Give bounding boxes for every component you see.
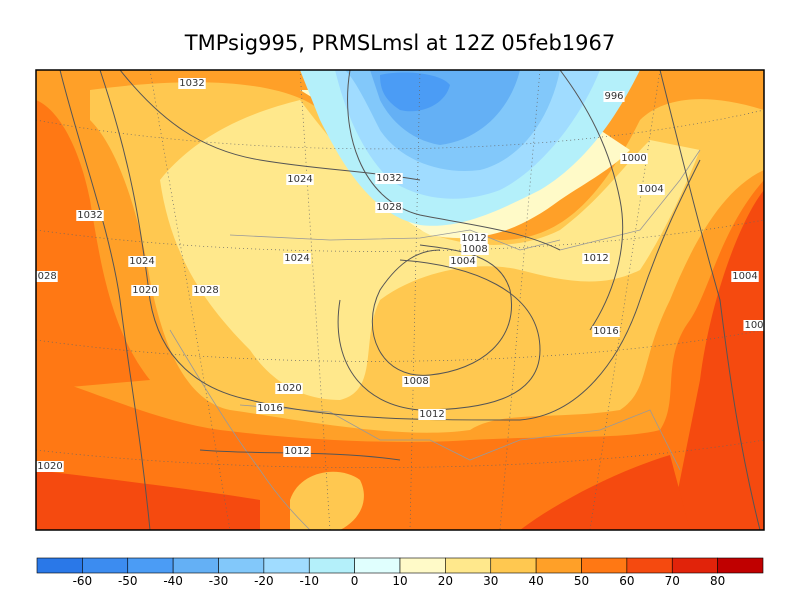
label-box <box>449 256 477 267</box>
label-box <box>131 285 159 296</box>
colorbar-box <box>717 557 764 574</box>
colorbar-box <box>535 557 582 574</box>
contour-label: 1004 <box>450 256 475 267</box>
contour-label: 1028 <box>31 271 56 282</box>
colorbar-tick-label: -50 <box>118 574 138 588</box>
label-box <box>283 253 311 264</box>
contour-label: 1028 <box>193 285 218 296</box>
contour-label: 100 <box>744 320 763 331</box>
label-box <box>460 233 488 244</box>
colorbar-box <box>399 557 446 574</box>
temp-shade <box>380 72 450 112</box>
label-box <box>731 271 759 282</box>
contour-label: 1012 <box>583 253 608 264</box>
colorbar-tick-label: 50 <box>574 574 589 588</box>
label-box <box>76 210 104 221</box>
label-box <box>178 78 206 89</box>
colorbar-box <box>82 557 129 574</box>
temp-shade <box>300 90 630 239</box>
colorbar-tick-label: -60 <box>73 574 93 588</box>
label-box <box>375 173 403 184</box>
colorbar-box <box>626 557 673 574</box>
colorbar-tick-label: -20 <box>254 574 274 588</box>
contour-label: 1024 <box>287 174 312 185</box>
contour-label: 996 <box>604 91 623 102</box>
colorbar-tick-label: 10 <box>392 574 407 588</box>
contour-label: 1020 <box>132 285 157 296</box>
colorbar-tick-label: -30 <box>209 574 229 588</box>
colorbar-tick-label: 0 <box>351 574 359 588</box>
colorbar-box <box>671 557 718 574</box>
label-box <box>402 376 430 387</box>
contour-label: 1008 <box>462 244 487 255</box>
temp-shade <box>290 471 364 530</box>
label-box <box>637 184 665 195</box>
contour-label: 1024 <box>129 256 154 267</box>
colorbar-tick-label: -10 <box>299 574 319 588</box>
colorbar-box <box>127 557 174 574</box>
label-box <box>128 256 156 267</box>
colorbar-tick-label: 40 <box>528 574 543 588</box>
label-box <box>375 202 403 213</box>
colorbar-box <box>581 557 628 574</box>
contour-label: 1000 <box>621 153 646 164</box>
colorbar-tick-label: 20 <box>438 574 453 588</box>
colorbar-box <box>308 557 355 574</box>
colorbar-box <box>445 557 492 574</box>
label-box <box>603 91 625 102</box>
colorbar-box <box>36 557 83 574</box>
label-box <box>418 409 446 420</box>
contour-label: 1020 <box>37 461 62 472</box>
contour-label: 1008 <box>403 376 428 387</box>
temp-shade <box>36 180 764 530</box>
contour-label: 1016 <box>257 403 282 414</box>
colorbar-tick-label: 30 <box>483 574 498 588</box>
label-box <box>592 326 620 337</box>
contour-label: 1028 <box>376 202 401 213</box>
colorbar-box <box>172 557 219 574</box>
label-box <box>256 403 284 414</box>
colorbar-box <box>263 557 310 574</box>
temp-shade <box>36 470 260 530</box>
contour-labels: 1032 996 1000 1004 1024 1032 1028 1032 1… <box>31 78 764 472</box>
map-title: TMPsig995, PRMSLmsl at 12Z 05feb1967 <box>184 31 615 55</box>
label-box <box>582 253 610 264</box>
label-box <box>620 153 648 164</box>
contour-label: 1016 <box>593 326 618 337</box>
contour-label: 1032 <box>376 173 401 184</box>
map-area: 1032 996 1000 1004 1024 1032 1028 1032 1… <box>31 70 764 530</box>
temp-shade <box>36 100 150 390</box>
label-box <box>36 271 58 282</box>
map-frame <box>35 69 765 531</box>
colorbar-box <box>354 557 401 574</box>
colorbar-box <box>218 557 265 574</box>
temp-shade <box>520 455 690 530</box>
label-box <box>286 174 314 185</box>
contour-label: 1012 <box>419 409 444 420</box>
contour-label: 1024 <box>284 253 309 264</box>
label-box <box>743 320 764 331</box>
contour-label: 1032 <box>77 210 102 221</box>
label-box <box>36 461 64 472</box>
label-box <box>283 446 311 457</box>
colorbar-tick-label: 70 <box>665 574 680 588</box>
colorbar-tick-label: 60 <box>619 574 634 588</box>
borders <box>169 149 701 530</box>
contour-label: 1012 <box>461 233 486 244</box>
contour-label: 1004 <box>732 271 757 282</box>
contour-label: 1004 <box>638 184 663 195</box>
label-box <box>192 285 220 296</box>
graticule <box>36 70 764 530</box>
label-box <box>461 244 489 255</box>
colorbar-tick-label: -40 <box>163 574 183 588</box>
contour-label: 1032 <box>179 78 204 89</box>
contour-label: 1020 <box>276 383 301 394</box>
contour-label: 1012 <box>284 446 309 457</box>
label-box <box>275 383 303 394</box>
colorbar: -60 -50 -40 -30 -20 -10 0 10 20 30 40 50 60 70 80 <box>36 557 764 588</box>
colorbar-box <box>490 557 537 574</box>
colorbar-tick-label: 80 <box>710 574 725 588</box>
